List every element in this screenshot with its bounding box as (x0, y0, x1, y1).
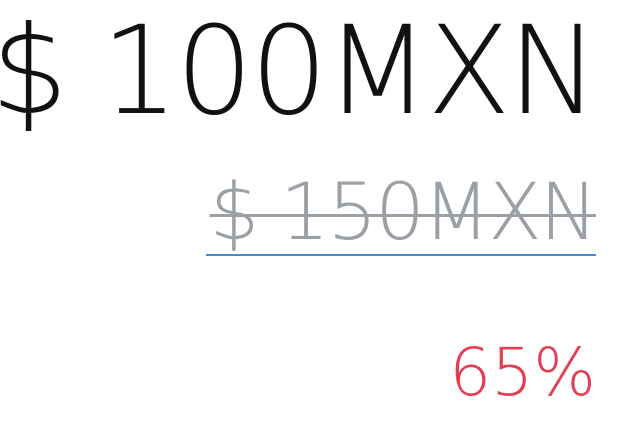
original-price-block: $ 150MXN (205, 168, 598, 260)
original-price: $ 150MXN (209, 168, 598, 258)
current-price: $ 100MXN (0, 0, 599, 142)
price-divider (205, 254, 596, 256)
discount-percentage: 65% (449, 334, 596, 411)
